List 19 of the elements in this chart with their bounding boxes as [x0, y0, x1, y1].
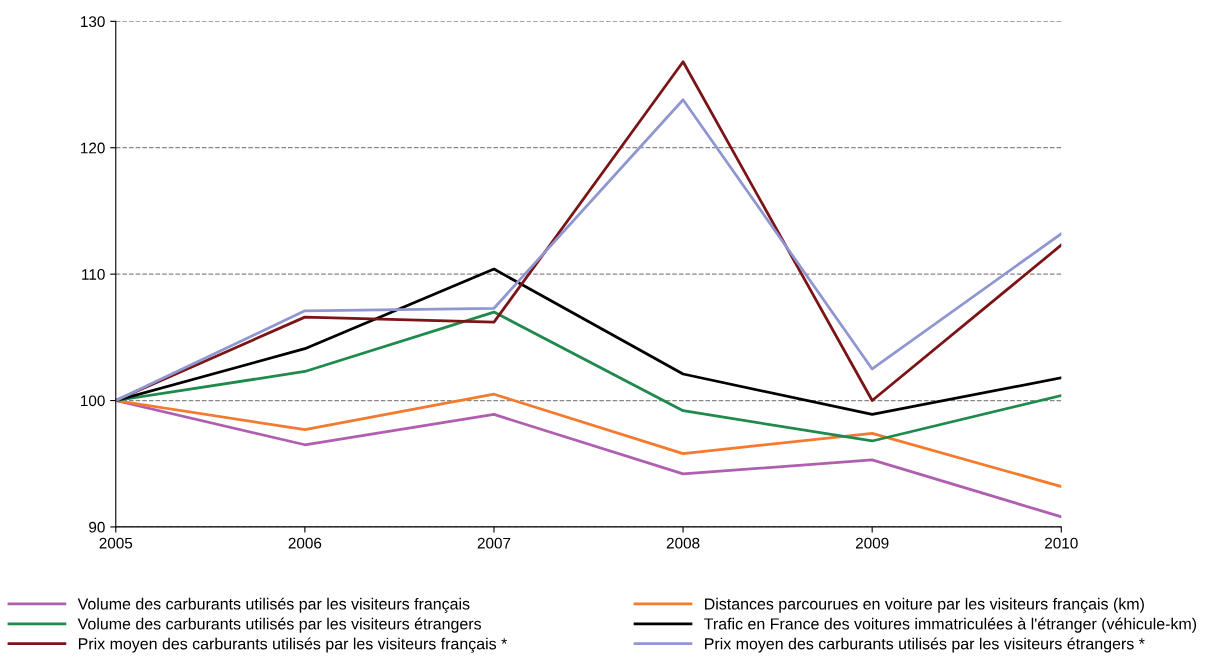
legend-label: Volume des carburants utilisés par les visiteurs étrangers	[77, 617, 482, 633]
x-tick-label: 2006	[288, 537, 322, 549]
x-tick-label: 2010	[1045, 537, 1078, 549]
legend-label: Prix moyen des carburants utilisés par les visiteurs français *	[78, 637, 508, 653]
line-series	[115, 399, 1062, 519]
y-tick-label: 100	[81, 395, 105, 407]
x-tick-label: 2008	[666, 537, 700, 549]
legend-label: Volume des carburants utilisés par les visiteurs français	[77, 597, 470, 613]
x-tick-label: 2009	[855, 537, 889, 549]
x-tick-label: 2005	[99, 537, 133, 549]
y-tick-label: 90	[89, 521, 105, 533]
line-series	[115, 310, 1062, 443]
y-tick-label: 110	[82, 269, 105, 280]
legend-label: Trafic en France des voitures immatriculées à l'étranger (véhicule-km)	[704, 617, 1197, 633]
x-tick-label: 2007	[477, 537, 511, 549]
legend-label: Prix moyen des carburants utilisés par les visiteurs étrangers *	[705, 637, 1145, 653]
y-tick-label: 120	[81, 142, 105, 154]
y-tick-label: 130	[81, 16, 105, 28]
legend-label: Distances parcourues en voiture par les visiteurs français (km)	[705, 597, 1144, 613]
